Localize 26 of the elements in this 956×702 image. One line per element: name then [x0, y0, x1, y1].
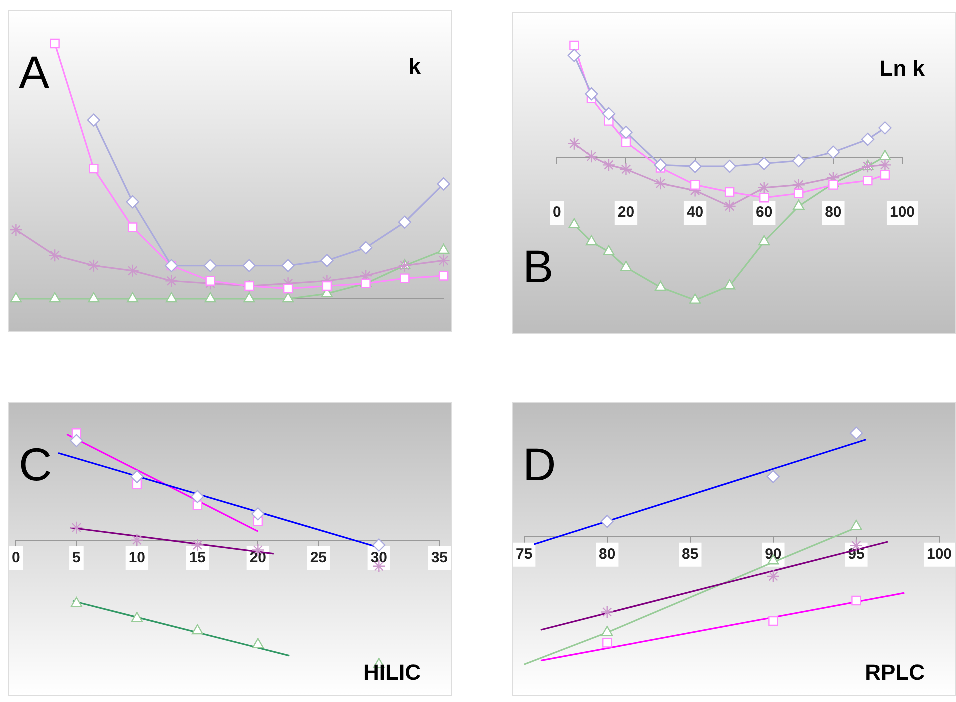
text: B — [523, 240, 554, 293]
x-tick-label: 0 — [553, 204, 562, 222]
x-tick-label: 60 — [756, 204, 773, 222]
text: RPLC — [865, 660, 926, 686]
text: k — [408, 54, 422, 80]
x-tick-label: 75 — [516, 546, 533, 563]
x-tick-label: 20 — [618, 204, 635, 222]
annotation: A — [19, 46, 50, 99]
annotation: D — [523, 438, 556, 491]
x-tick-label: 35 — [431, 549, 448, 566]
x-tick-label: 30 — [370, 549, 388, 566]
text: Ln k — [880, 56, 926, 82]
x-tick-label: 90 — [765, 546, 782, 563]
x-tick-label: 100 — [890, 204, 915, 222]
x-tick-label: 80 — [825, 204, 842, 222]
x-tick-label: 100 — [926, 546, 952, 563]
x-tick-label: 5 — [72, 549, 81, 566]
x-tick-label: 85 — [682, 546, 699, 563]
x-tick-label: 40 — [686, 204, 704, 222]
x-tick-label: 0 — [12, 549, 20, 566]
text: HILIC — [364, 660, 422, 686]
annotation: C — [19, 438, 52, 491]
x-tick-label: 80 — [599, 546, 616, 563]
x-tick-label: 25 — [310, 549, 328, 566]
x-tick-label: 10 — [128, 549, 146, 566]
x-tick-label: 15 — [189, 549, 206, 566]
